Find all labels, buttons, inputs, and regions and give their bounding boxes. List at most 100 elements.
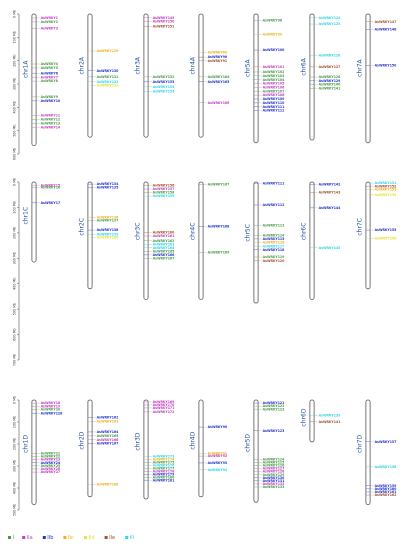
gene-label: AsWRKY166: [153, 253, 176, 257]
gene-label: AsWRKY151: [375, 181, 397, 185]
gene-label: AsWRKY139: [97, 232, 120, 236]
gene-label: AsWRKY15: [41, 183, 61, 187]
gene-label: AsWRKY181: [153, 478, 175, 482]
chromosome-label: chr5D: [245, 434, 252, 452]
chromosome-bar: [31, 399, 37, 505]
chromosome-bar: [198, 399, 204, 498]
gene-label: AsWRKY1: [41, 16, 58, 20]
gene-label: AsWRKY160: [375, 487, 398, 491]
legend-swatch: [8, 536, 11, 539]
gene-label: AsWRKY127: [319, 65, 341, 69]
gene-label: AsWRKY120: [263, 259, 286, 263]
chromosome-chr2A: chr2AAsWRKY129AsWRKY130AsWRKY131AsWRKY13…: [79, 13, 120, 138]
gene-label: AsWRKY140: [319, 83, 342, 87]
chromosome-label: chr3C: [135, 223, 142, 241]
gene-label: AsWRKY26: [41, 467, 61, 471]
chromosome-bar: [31, 13, 37, 147]
gene-label: AsWRKY172: [153, 410, 175, 414]
scale-tick-label: 200 Mb: [13, 55, 17, 67]
gene-label: AsWRKY22: [41, 455, 61, 459]
gene-label: AsWRKY6: [41, 71, 59, 75]
gene-label: AsWRKY123: [263, 429, 285, 433]
gene-label: AsWRKY106: [263, 86, 286, 90]
gene-label: AsWRKY89: [208, 50, 228, 54]
gene-label: AsWRKY110: [263, 101, 286, 105]
chromosome-chr7D: chr7D AsWRKY157AsWRKY158AsWRKY159AsWRKY16…: [357, 399, 398, 505]
legend-swatch: [104, 536, 108, 539]
gene-label: AsWRKY5: [41, 66, 58, 70]
gene-label: AsWRKY163: [97, 419, 119, 423]
chromosome-label: chr4C: [190, 223, 197, 241]
chromosome-chr7A: chr7A AsWRKY147 AsWRKY148 AsWRKY150: [357, 13, 397, 144]
gene-label: AsWRKY113: [263, 224, 285, 228]
chromosome-bar: [31, 181, 37, 263]
gene-label: AsWRKY173: [153, 455, 175, 459]
legend-label: IIa: [27, 535, 33, 541]
chromosome-chr6A: chr6A AsWRKY124 AsWRKY125 AsWRKY126 AsWRKY12…: [301, 13, 342, 141]
chromosome-bar: [87, 399, 93, 498]
gene-label: AsWRKY92: [208, 454, 228, 458]
chromosome-bar: [143, 13, 149, 138]
chromosome-chr4A: chr4AAsWRKY89AsWRKY90AsWRKY91AsWRKY164As…: [190, 13, 230, 138]
chromosome-chr2D: chr2DAsWRKY162AsWRKY163AsWRKY164AsWRKY16…: [79, 399, 119, 498]
gene-label: AsWRKY149: [153, 16, 176, 20]
gene-label: AsWRKY124: [319, 16, 342, 20]
gene-label: AsWRKY162: [97, 416, 119, 420]
gene-label: AsWRKY11: [41, 113, 61, 117]
gene-label: AsWRKY4: [41, 62, 59, 66]
gene-label: AsWRKY112: [263, 109, 285, 113]
gene-label: AsWRKY104: [263, 78, 286, 82]
gene-label: AsWRKY157: [153, 187, 175, 191]
gene-label: AsWRKY152: [153, 75, 175, 79]
scale-tick-label: 500 Mb: [13, 504, 17, 516]
gene-label: AsWRKY13: [41, 121, 61, 125]
gene-label: AsWRKY130: [263, 476, 286, 480]
scale-tick-label: 400 Mb: [13, 278, 17, 290]
gene-label: AsWRKY9: [41, 95, 59, 99]
chromosome-bar: [365, 13, 371, 144]
gene-label: AsWRKY176: [153, 463, 176, 467]
gene-label: AsWRKY164: [153, 246, 176, 250]
gene-label: AsWRKY129: [263, 473, 286, 477]
gene-label: AsWRKY109: [263, 97, 286, 101]
gene-label: AsWRKY129: [319, 79, 342, 83]
scale-tick-label: 0 Mb: [13, 396, 17, 404]
scale-tick-label: 300 Mb: [13, 460, 17, 472]
gene-label: AsWRKY107: [263, 89, 285, 93]
gene-label: AsWRKY138: [97, 228, 120, 232]
gene-label: AsWRKY180: [153, 475, 176, 479]
gene-label: AsWRKY175: [153, 460, 175, 464]
chromosome-bar: [365, 181, 371, 290]
gene-label: AsWRKY91: [208, 451, 228, 455]
chromosome-bar: [253, 13, 259, 144]
chromosome-label: chr7C: [357, 218, 364, 236]
gene-label: AsWRKY130: [97, 69, 120, 73]
gene-label: AsWRKY152: [375, 184, 397, 188]
gene-label: AsWRKY133: [97, 84, 119, 88]
chromosome-label: chr7A: [357, 58, 364, 76]
chromosome-chr5A: chr5AAsWRKY98AsWRKY99AsWRKY100AsWRKY101A…: [245, 13, 286, 144]
chromosome-chr5D: chr5DAsWRKY121AsWRKY122AsWRKY123AsWRKY12…: [245, 399, 286, 503]
chromosome-chr4C: chr4C AsWRKY167 AsWRKY168 AsWRKY169: [190, 181, 230, 300]
gene-label: AsWRKY90: [208, 55, 228, 59]
scale-tick-label: 0 Mb: [13, 10, 17, 18]
scale-tick-label: 600 Mb: [13, 148, 17, 160]
gene-label: AsWRKY141: [319, 420, 341, 424]
scale-tick-label: 700 Mb: [13, 354, 17, 366]
gene-label: AsWRKY161: [375, 490, 397, 494]
gene-label: AsWRKY103: [263, 74, 285, 78]
chromosome-label: chr3A: [135, 56, 142, 74]
gene-label: AsWRKY161: [153, 234, 175, 238]
chromosome-label: chr6A: [301, 57, 308, 75]
scale-tick-label: 400 Mb: [13, 101, 17, 113]
scale-tick-label: 100 Mb: [13, 201, 17, 213]
genome-row-1: 0 Mb 100 Mb 200 Mb 300 Mb 400 Mb 500 Mb 600 Mb…: [13, 10, 398, 160]
legend-label: IIb: [47, 535, 53, 541]
legend: I IIa IIb IIc IId IIe III: [8, 535, 134, 541]
gene-label: AsWRKY167: [208, 182, 230, 186]
gene-label: AsWRKY126: [319, 54, 342, 58]
scale-tick-label: 200 Mb: [13, 438, 17, 450]
scale-tick-label: 100 Mb: [13, 31, 17, 43]
gene-label: AsWRKY140: [97, 236, 120, 240]
